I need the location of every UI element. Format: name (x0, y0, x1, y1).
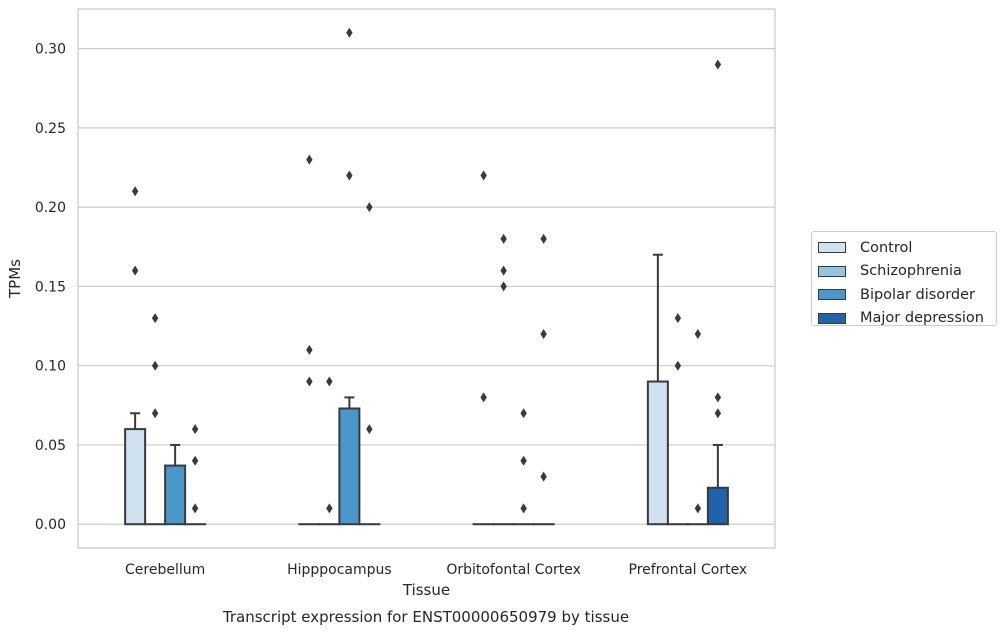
outliers-layer (131, 27, 722, 514)
legend-label: Major depression (860, 310, 984, 327)
outlier-point (151, 360, 159, 371)
outlier-point (191, 503, 199, 514)
legend-label: Schizophrenia (860, 263, 962, 280)
outlier-point (131, 186, 139, 197)
outlier-point (306, 154, 313, 165)
bar (164, 464, 187, 526)
legend-swatch (818, 265, 846, 277)
legend-swatch (818, 242, 846, 254)
outlier-point (346, 27, 353, 38)
outlier-point (694, 503, 702, 514)
x-tick-label: Prefrontal Cortex (629, 562, 748, 578)
outlier-point (306, 376, 313, 387)
outlier-point (191, 424, 199, 435)
outlier-point (714, 408, 722, 419)
y-tick-label: 0.20 (35, 200, 66, 216)
outlier-point (500, 281, 507, 292)
outlier-point (151, 313, 159, 324)
grid-lines (78, 48, 775, 525)
x-tick-label: Orbitofontal Cortex (446, 562, 581, 578)
legend-item: Major depression (818, 307, 996, 331)
outlier-point (191, 455, 199, 466)
legend-label: Control (860, 239, 913, 256)
outlier-point (346, 170, 353, 181)
outlier-point (520, 503, 527, 514)
outlier-point (151, 408, 159, 419)
legend-swatch (818, 312, 846, 324)
legend-item: Bipolar disorder (818, 283, 996, 307)
bar (706, 486, 729, 526)
outlier-point (366, 202, 373, 213)
y-tick-label: 0.00 (35, 517, 66, 533)
plot-frame (77, 8, 776, 549)
x-tick-label: Hipppocampus (287, 562, 392, 578)
outlier-point (540, 328, 547, 339)
legend-item: Schizophrenia (818, 260, 996, 284)
y-tick-label: 0.25 (35, 121, 66, 137)
y-tick-label: 0.15 (35, 279, 66, 295)
bar (646, 380, 669, 526)
y-tick-label: 0.30 (35, 42, 66, 58)
outlier-point (480, 392, 487, 403)
bar (338, 407, 361, 526)
legend: Control Schizophrenia Bipolar disorder Majo… (811, 231, 997, 326)
outlier-point (714, 392, 722, 403)
outlier-point (500, 233, 507, 244)
chart-title: Transcript expression for ENST0000065097… (222, 608, 629, 626)
outlier-point (694, 328, 702, 339)
outlier-point (500, 265, 507, 276)
outlier-point (520, 408, 527, 419)
outlier-point (540, 233, 547, 244)
x-tick-labels: Cerebellum Hipppocampus Orbitofontal Corte… (125, 562, 747, 578)
outlier-point (306, 344, 313, 355)
outlier-point (480, 170, 487, 181)
y-tick-label: 0.05 (35, 438, 66, 454)
outlier-point (714, 59, 722, 70)
bar (124, 428, 147, 526)
outlier-point (674, 360, 682, 371)
y-axis-label: TPMs (6, 259, 24, 299)
legend-label: Bipolar disorder (860, 286, 975, 303)
bars-layer (124, 253, 729, 526)
legend-item: Control (818, 236, 996, 260)
outlier-point (674, 313, 682, 324)
x-axis-label: Tissue (402, 581, 450, 599)
y-tick-label: 0.10 (35, 359, 66, 375)
outlier-point (520, 455, 527, 466)
legend-swatch (818, 289, 846, 301)
outlier-point (131, 265, 139, 276)
y-tick-labels: 0.00 0.05 0.10 0.15 0.20 0.25 0.30 (35, 42, 66, 534)
x-tick-label: Cerebellum (125, 562, 205, 578)
outlier-point (366, 424, 373, 435)
outlier-point (540, 471, 547, 482)
outlier-point (326, 376, 333, 387)
outlier-point (326, 503, 333, 514)
